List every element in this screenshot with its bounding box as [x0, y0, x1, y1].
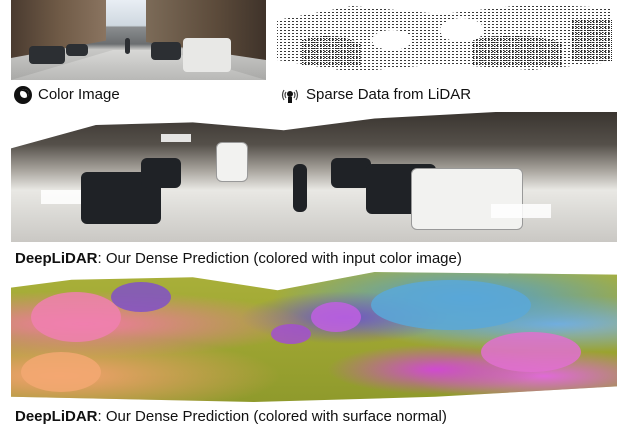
method-name: DeepLiDAR	[15, 408, 98, 425]
car	[141, 158, 181, 188]
camera-lens-icon	[14, 86, 32, 104]
cyclist	[293, 164, 307, 212]
color-image-text: Color Image	[38, 86, 120, 103]
normal-region	[31, 292, 121, 342]
normal-region	[311, 302, 361, 332]
cyclist	[125, 38, 130, 54]
sparse-lidar-points	[277, 4, 612, 72]
dense-prediction-color-panel	[11, 112, 617, 242]
normal-region	[111, 282, 171, 312]
caption-dense-normal: DeepLiDAR: Our Dense Prediction (colored…	[15, 408, 447, 426]
sparse-lidar-panel	[272, 0, 617, 82]
sparse-lidar-text: Sparse Data from LiDAR	[306, 86, 472, 103]
color-image-label: Color Image	[14, 86, 120, 104]
depth-hole	[41, 190, 81, 204]
normal-region	[481, 332, 581, 372]
caption-text: : Our Dense Prediction (colored with sur…	[97, 408, 447, 425]
car	[151, 42, 181, 60]
normal-region	[271, 324, 311, 344]
color-image-panel	[11, 0, 266, 80]
sparse-lidar-label: Sparse Data from LiDAR	[280, 86, 471, 104]
car	[66, 44, 88, 56]
depth-hole	[161, 134, 191, 142]
car	[29, 46, 65, 64]
car	[183, 38, 231, 72]
lidar-sensor-icon	[281, 89, 299, 103]
caption-dense-color: DeepLiDAR: Our Dense Prediction (colored…	[15, 250, 462, 268]
car	[411, 168, 523, 230]
car	[216, 142, 248, 182]
dense-prediction-normal-panel	[11, 272, 617, 402]
method-name: DeepLiDAR	[15, 250, 98, 267]
normal-region	[371, 280, 531, 330]
caption-text: : Our Dense Prediction (colored with inp…	[97, 250, 462, 267]
depth-hole	[491, 204, 551, 218]
normal-region	[21, 352, 101, 392]
car	[331, 158, 371, 188]
